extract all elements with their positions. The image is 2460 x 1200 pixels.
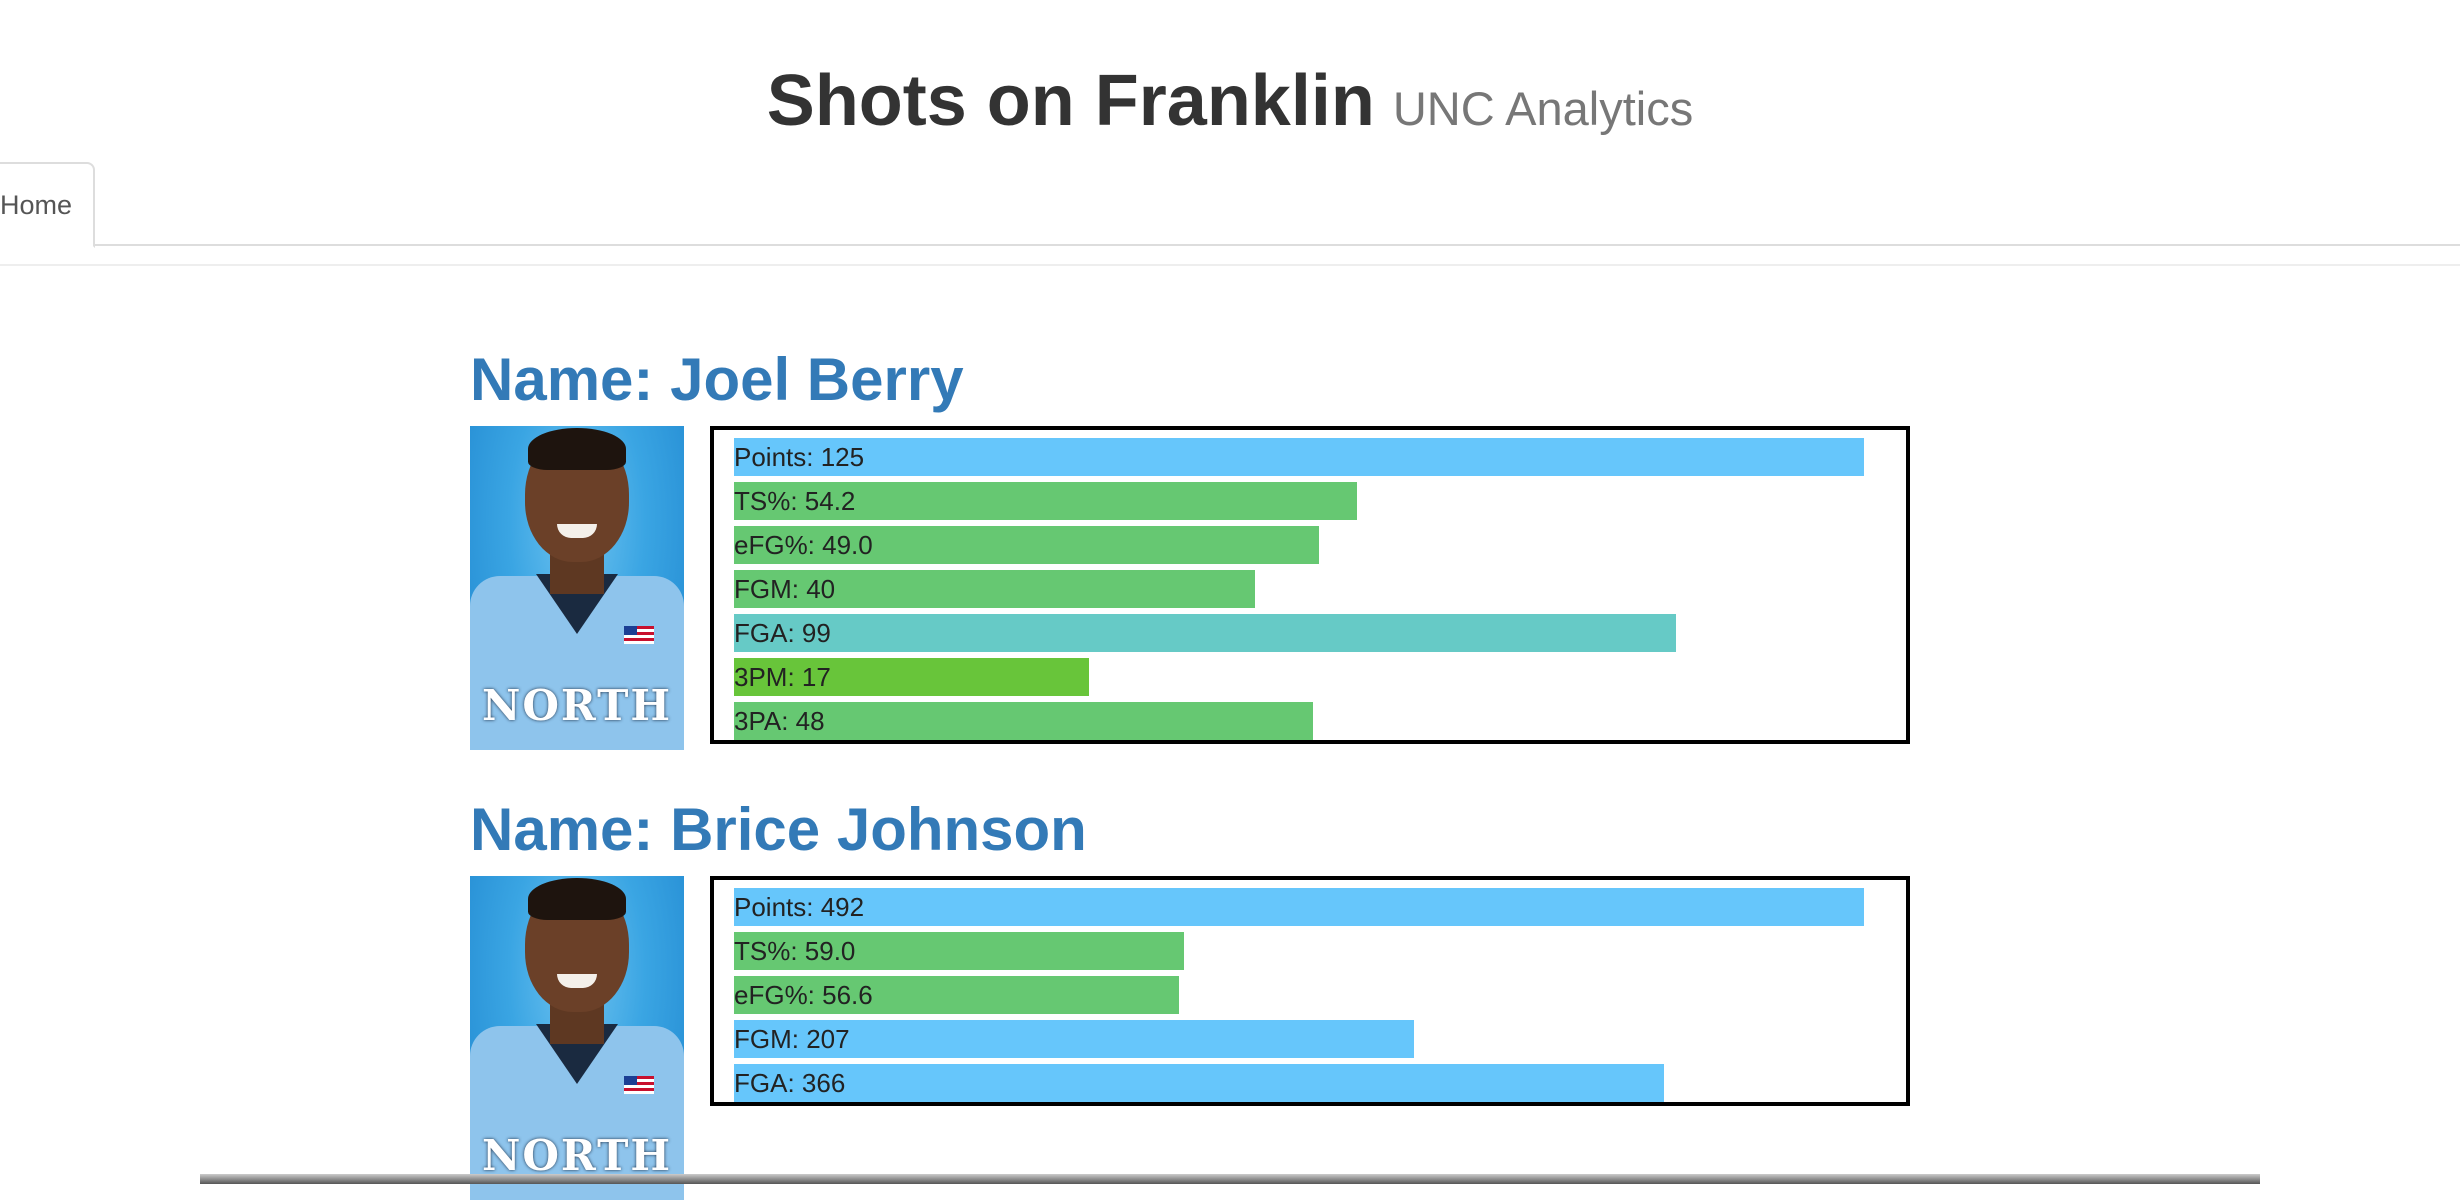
nav-tab-home[interactable]: Home — [0, 162, 95, 248]
stat-bar — [734, 570, 1255, 608]
site-subtitle: UNC Analytics — [1392, 82, 1694, 135]
stat-bar-label: TS%: 54.2 — [734, 486, 855, 516]
content-divider — [0, 264, 2460, 266]
player-stats-chart: Points: 125 TS%: 54.2 eFG%: 49.0 FGM: 40 FGA… — [710, 426, 1910, 744]
title-wrap: Shots on Franklin UNC Analytics — [0, 60, 2460, 142]
stat-bar — [734, 526, 1319, 564]
nav-tab-home-label[interactable]: Home — [0, 190, 73, 220]
stat-bar-label: eFG%: 56.6 — [734, 980, 873, 1010]
stat-bar — [734, 1020, 1414, 1058]
player-photo: NORTH — [470, 426, 684, 750]
stat-bar-label: Points: 492 — [734, 892, 864, 922]
player-name[interactable]: Name: Joel Berry — [470, 346, 964, 413]
player-stats-chart: Points: 492 TS%: 59.0 eFG%: 56.6 FGM: 207 FG… — [710, 876, 1910, 1106]
stat-bar — [734, 658, 1089, 696]
bottom-scroll-shadow — [200, 1174, 2260, 1184]
stat-bar — [734, 614, 1676, 652]
stat-bar-label: TS%: 59.0 — [734, 936, 855, 966]
player-photo: NORTH — [470, 876, 684, 1200]
stat-bar — [734, 976, 1179, 1014]
stat-bar-label: FGA: 99 — [734, 618, 831, 648]
site-title: Shots on Franklin — [766, 61, 1375, 141]
stat-bar-label: FGM: 40 — [734, 574, 835, 604]
stat-bar — [734, 702, 1313, 740]
stat-bar-label: FGM: 207 — [734, 1024, 850, 1054]
stats-bars: Points: 492 TS%: 59.0 eFG%: 56.6 FGM: 207 FG… — [734, 888, 1864, 1102]
stats-bars: Points: 125 TS%: 54.2 eFG%: 49.0 FGM: 40 FGA… — [734, 438, 1864, 740]
stat-bar-label: 3PM: 17 — [734, 662, 831, 692]
player-name[interactable]: Name: Brice Johnson — [470, 796, 1087, 863]
stat-bar — [734, 1064, 1664, 1102]
stat-bar-label: FGA: 366 — [734, 1068, 845, 1098]
stat-bar-label: Points: 125 — [734, 442, 864, 472]
nav-tabs-border — [0, 244, 2460, 246]
stat-bar — [734, 932, 1184, 970]
stat-bar-label: 3PA: 48 — [734, 706, 825, 736]
stat-bar — [734, 438, 1864, 476]
site-header: Shots on Franklin UNC Analytics — [0, 0, 2460, 150]
stat-bar — [734, 482, 1357, 520]
stat-bar-label: eFG%: 49.0 — [734, 530, 873, 560]
stat-bar — [734, 888, 1864, 926]
